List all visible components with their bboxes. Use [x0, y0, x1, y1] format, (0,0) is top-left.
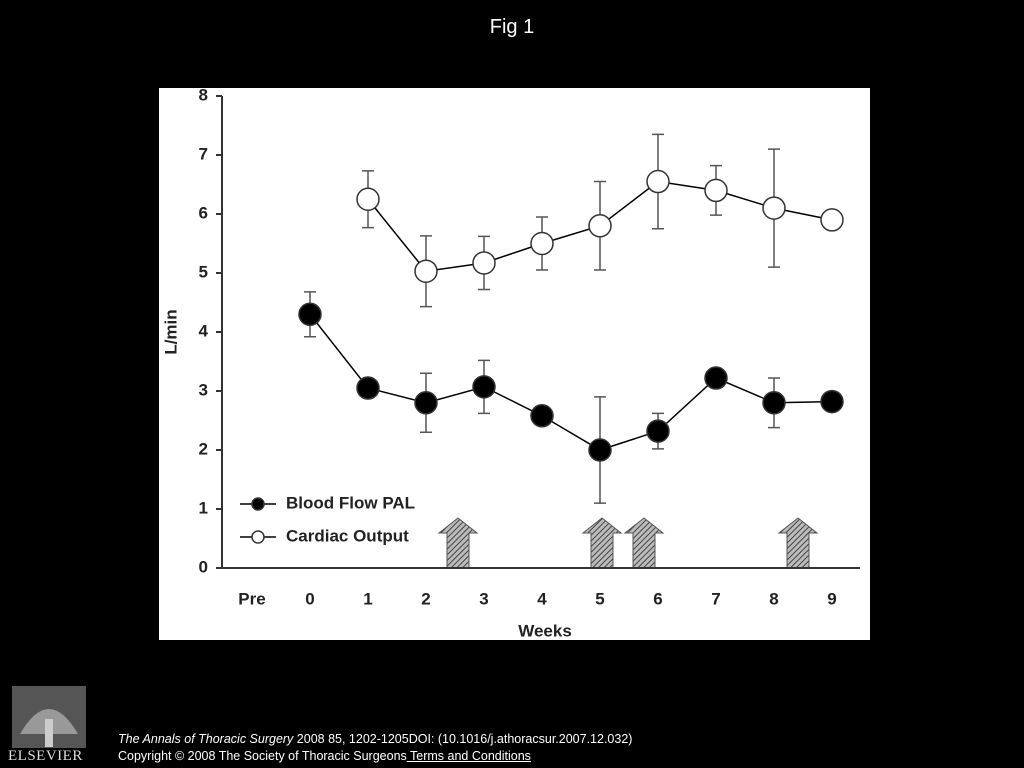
- arrow: [777, 517, 819, 569]
- marker: [646, 169, 670, 194]
- marker: [588, 214, 612, 238]
- marker: [704, 178, 728, 203]
- marker: [472, 251, 496, 275]
- marker: [762, 196, 786, 220]
- marker: [530, 231, 554, 256]
- y-tick-label: 1: [199, 498, 208, 517]
- copyright: Copyright © 2008 The Society of Thoracic…: [118, 749, 407, 763]
- journal: The Annals of Thoracic Surgery: [118, 732, 294, 746]
- marker: [762, 391, 786, 415]
- copyright-line: Copyright © 2008 The Society of Thoracic…: [118, 748, 632, 765]
- x-tick-label: 9: [827, 589, 836, 608]
- x-tick-label: 5: [595, 589, 604, 608]
- marker: [820, 208, 844, 232]
- marker: [414, 259, 438, 283]
- y-tick-label: 6: [199, 203, 208, 222]
- terms-link[interactable]: Terms and Conditions: [406, 749, 531, 763]
- x-tick-label: 4: [537, 589, 547, 608]
- x-tick-label: 2: [421, 589, 430, 608]
- arrow: [623, 517, 665, 569]
- x-tick-label: 3: [479, 589, 488, 608]
- marker: [530, 404, 554, 428]
- x-tick-label: 6: [653, 589, 662, 608]
- x-tick-label: 0: [305, 589, 314, 608]
- x-tick-label: 8: [769, 589, 778, 608]
- x-tick-label: Pre: [238, 589, 265, 608]
- y-tick-label: 4: [199, 321, 209, 340]
- marker: [820, 389, 844, 414]
- x-tick-label: 1: [363, 589, 372, 608]
- arrow: [581, 517, 623, 569]
- series-line: [309, 313, 833, 451]
- citation-line: The Annals of Thoracic Surgery 2008 85, …: [118, 731, 632, 748]
- citation: 2008 85, 1202-1205DOI: (10.1016/j.athora…: [293, 732, 633, 746]
- y-tick-label: 7: [199, 144, 208, 163]
- y-tick-label: 3: [199, 380, 208, 399]
- marker: [298, 302, 322, 327]
- y-tick-label: 8: [199, 85, 208, 104]
- marker: [646, 419, 670, 443]
- footer: The Annals of Thoracic Surgery 2008 85, …: [118, 731, 632, 765]
- marker: [704, 366, 728, 390]
- marker: [356, 376, 380, 400]
- y-axis-label: L/min: [161, 309, 180, 354]
- x-axis-label: Weeks: [518, 621, 572, 640]
- legend-marker: [251, 497, 265, 511]
- legend-marker: [251, 530, 265, 544]
- y-tick-label: 0: [199, 557, 208, 576]
- legend-label: Cardiac Output: [286, 526, 409, 545]
- marker: [414, 391, 438, 415]
- y-tick-label: 2: [199, 439, 208, 458]
- marker: [356, 187, 380, 211]
- marker: [472, 375, 496, 399]
- logo-graphic: [12, 686, 86, 748]
- marker: [588, 438, 612, 462]
- slide-title: Fig 1: [489, 16, 535, 38]
- y-tick-label: 5: [199, 262, 208, 281]
- plot-background: [159, 88, 870, 640]
- legend-label: Blood Flow PAL: [286, 493, 415, 512]
- arrows: [437, 517, 819, 569]
- logo-text: ELSEVIER: [8, 748, 83, 764]
- x-tick-label: 7: [711, 589, 720, 608]
- arrow: [437, 517, 479, 569]
